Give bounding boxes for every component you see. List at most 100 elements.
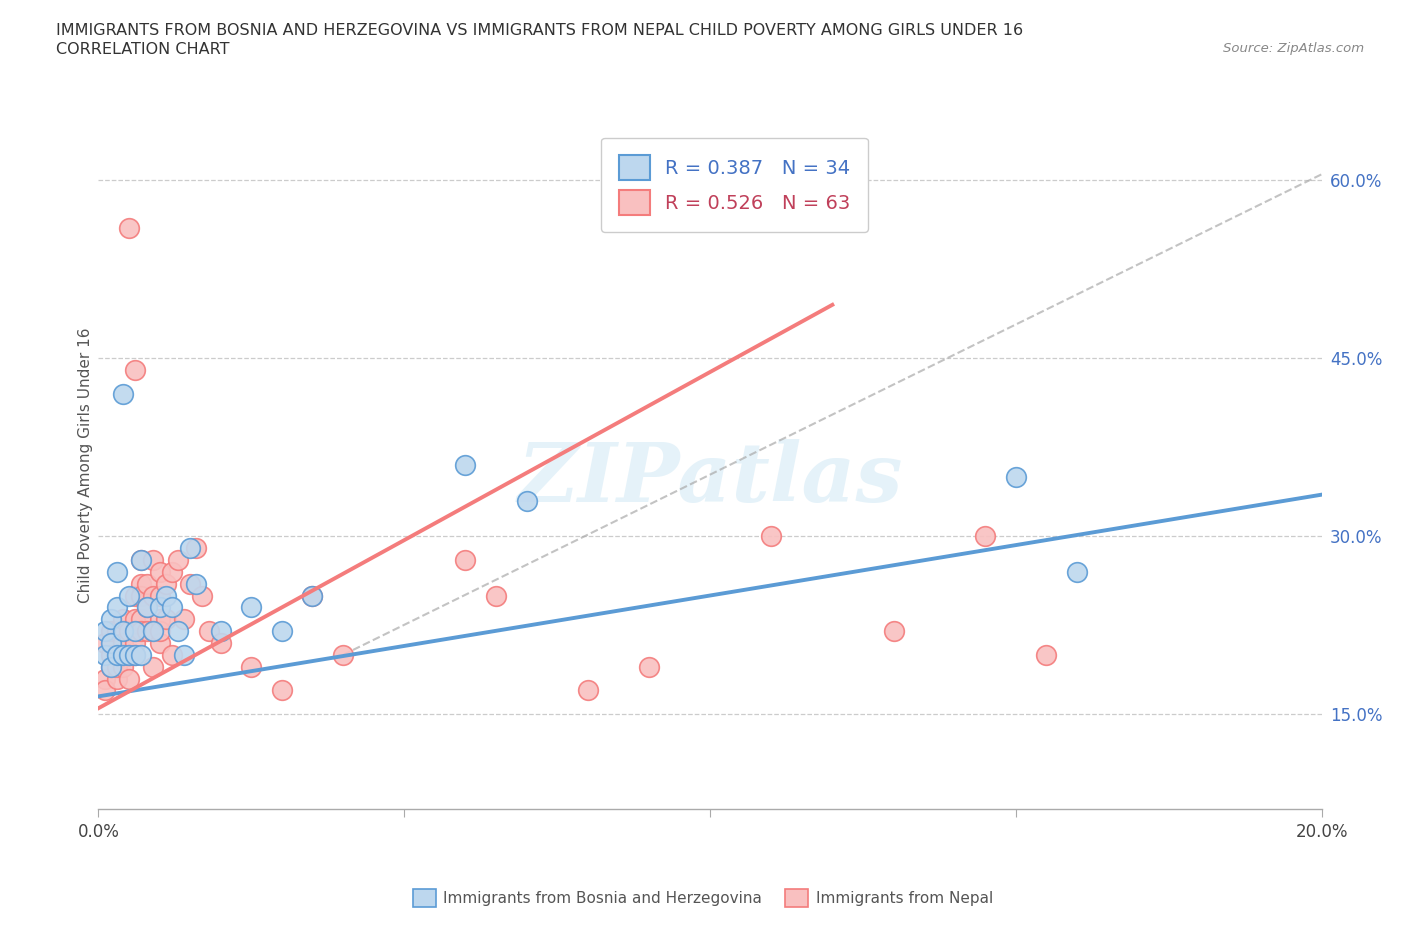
Point [105,624,128,639]
Text: CORRELATION CHART: CORRELATION CHART [56,42,229,57]
Point [124,588,146,603]
Point [191,588,214,603]
Point [160,600,183,615]
Point [118,647,141,662]
Point [124,647,146,662]
Text: Source: ZipAtlas.com: Source: ZipAtlas.com [1223,42,1364,55]
Point [186,540,208,555]
Point [209,624,232,639]
Point [155,577,177,591]
Point [142,624,165,639]
Point [111,635,134,650]
Point [129,552,152,567]
Point [129,552,152,567]
Point [516,493,538,508]
Point [179,540,201,555]
Point [485,588,508,603]
Point [142,624,165,639]
Point [759,529,782,544]
Point [883,624,905,639]
Point [173,647,195,662]
Point [454,458,477,472]
Point [240,600,263,615]
Point [129,612,152,627]
Point [100,659,122,674]
Point [637,659,661,674]
Point [149,565,172,579]
Point [100,659,122,674]
Point [105,647,128,662]
Legend: Immigrants from Bosnia and Herzegovina, Immigrants from Nepal: Immigrants from Bosnia and Herzegovina, … [406,884,1000,913]
Point [1035,647,1057,662]
Point [454,552,477,567]
Point [1004,470,1026,485]
Point [167,552,190,567]
Text: ZIPatlas: ZIPatlas [517,439,903,519]
Point [118,671,141,686]
Point [167,624,190,639]
Point [118,588,141,603]
Point [173,612,195,627]
Point [155,588,177,603]
Point [136,624,159,639]
Point [118,624,141,639]
Point [209,635,232,650]
Point [149,635,172,650]
Point [149,588,172,603]
Point [270,624,292,639]
Point [100,647,122,662]
Point [124,635,146,650]
Point [197,624,219,639]
Y-axis label: Child Poverty Among Girls Under 16: Child Poverty Among Girls Under 16 [77,327,93,603]
Point [105,671,128,686]
Point [100,635,122,650]
Point [93,671,115,686]
Point [576,683,599,698]
Point [142,552,165,567]
Point [111,647,134,662]
Point [105,647,128,662]
Point [142,588,165,603]
Point [1066,565,1088,579]
Point [301,588,323,603]
Point [974,529,997,544]
Point [332,647,354,662]
Point [124,647,146,662]
Point [149,612,172,627]
Point [105,600,128,615]
Point [149,600,172,615]
Text: IMMIGRANTS FROM BOSNIA AND HERZEGOVINA VS IMMIGRANTS FROM NEPAL CHILD POVERTY AM: IMMIGRANTS FROM BOSNIA AND HERZEGOVINA V… [56,23,1024,38]
Point [124,612,146,627]
Point [124,363,146,378]
Legend: R = 0.387   N = 34, R = 0.526   N = 63: R = 0.387 N = 34, R = 0.526 N = 63 [600,138,868,232]
Point [240,659,263,674]
Point [186,577,208,591]
Point [100,612,122,627]
Point [93,647,115,662]
Point [270,683,292,698]
Point [149,624,172,639]
Point [105,565,128,579]
Point [142,659,165,674]
Point [93,624,115,639]
Point [129,624,152,639]
Point [301,588,323,603]
Point [155,612,177,627]
Point [93,635,115,650]
Point [111,386,134,401]
Point [124,624,146,639]
Point [111,612,134,627]
Point [118,220,141,235]
Point [111,659,134,674]
Point [136,600,159,615]
Point [129,588,152,603]
Point [179,577,201,591]
Point [136,600,159,615]
Point [129,577,152,591]
Point [160,647,183,662]
Point [136,577,159,591]
Point [129,647,152,662]
Point [100,624,122,639]
Point [105,659,128,674]
Point [111,624,134,639]
